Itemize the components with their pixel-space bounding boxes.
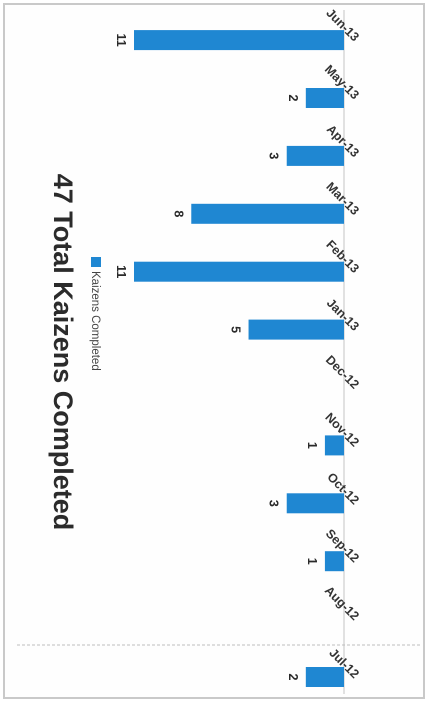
value-label-nov-12: 1 [305,442,319,449]
bar-nov-12 [324,435,344,456]
value-label-jan-13: 5 [229,326,243,333]
bar-apr-13 [286,145,344,166]
value-label-oct-12: 3 [267,500,281,507]
bar-feb-13 [134,261,344,282]
value-label-jun-13: 11 [114,33,128,46]
value-label-mar-13: 8 [171,210,185,217]
chart-frame [3,3,425,699]
chart-title: 47 Total Kaizens Completed [48,174,78,531]
bar-sep-12 [324,551,344,572]
value-label-apr-13: 3 [267,152,281,159]
tick-label-dec-12: Dec-12 [323,353,362,392]
value-labels: 2 1 3 1 5 11 8 3 2 11 [114,33,319,680]
bar-may-13 [305,88,344,108]
bar-oct-12 [286,493,344,514]
bars [134,30,344,687]
value-label-sep-12: 1 [305,558,319,565]
tick-label-aug-12: Aug-12 [322,583,362,623]
bar-jan-13 [248,319,344,340]
bar-jul-12 [305,667,344,687]
value-label-may-13: 2 [286,95,300,102]
bar-mar-13 [191,203,344,224]
value-label-feb-13: 11 [114,265,128,278]
value-label-jul-12: 2 [286,674,300,681]
legend-label: Kaizens Completed [89,271,101,371]
legend-swatch [91,257,101,267]
legend: Kaizens Completed [89,257,101,371]
bar-jun-13 [134,30,344,51]
